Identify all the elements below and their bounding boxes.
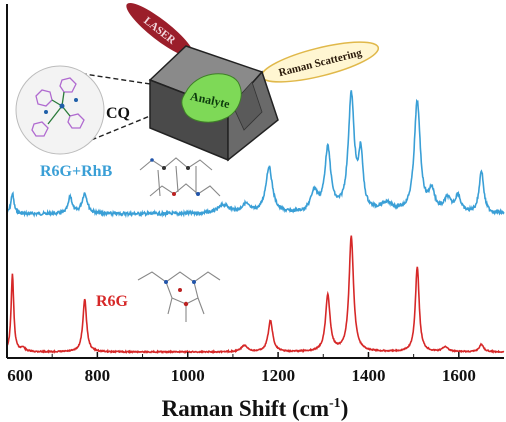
series-label-r6g: R6G	[96, 293, 129, 310]
x-axis-ticks: 600 800 1000 1200 1400 1600	[6, 352, 476, 385]
x-tick-label-1000: 1000	[171, 366, 205, 385]
cq-molecule-icon	[31, 77, 85, 137]
x-tick-label-600: 600	[7, 366, 33, 385]
x-tick-label-1400: 1400	[351, 366, 385, 385]
spectra-lines	[6, 90, 505, 355]
cq-label: CQ	[106, 105, 130, 122]
series-line-r6g	[6, 235, 505, 355]
r6g-molecule-model	[137, 271, 221, 322]
x-tick-label-800: 800	[85, 366, 111, 385]
raman-scattering-bubble: Raman Scattering	[260, 41, 380, 83]
series-line-r6g-rhb	[6, 90, 505, 219]
x-axis-title-sup: -1	[329, 396, 341, 411]
r6g-rhb-molecule-model	[139, 157, 221, 197]
crystal-cube: Analyte	[148, 45, 279, 162]
x-axis-title: Raman Shift (cm-1)	[162, 396, 349, 421]
x-axis-title-main: Raman Shift (cm	[162, 396, 329, 421]
x-axis-title-close: )	[341, 396, 349, 421]
analyte-blob	[181, 73, 242, 123]
series-label-r6g-rhb: R6G+RhB	[40, 163, 113, 180]
x-tick-label-1200: 1200	[261, 366, 295, 385]
cq-molecule-circle	[15, 65, 105, 155]
x-tick-label-1600: 1600	[442, 366, 476, 385]
